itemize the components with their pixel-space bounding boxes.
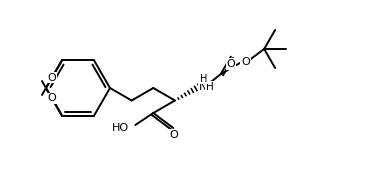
Text: N: N [199,82,207,91]
Text: HO: HO [112,123,129,133]
Text: O: O [169,130,178,140]
Text: O: O [47,93,56,103]
Text: H: H [206,82,214,91]
Text: O: O [47,73,56,83]
Text: O: O [241,57,250,66]
Text: O: O [227,59,235,69]
Text: H: H [200,74,207,83]
